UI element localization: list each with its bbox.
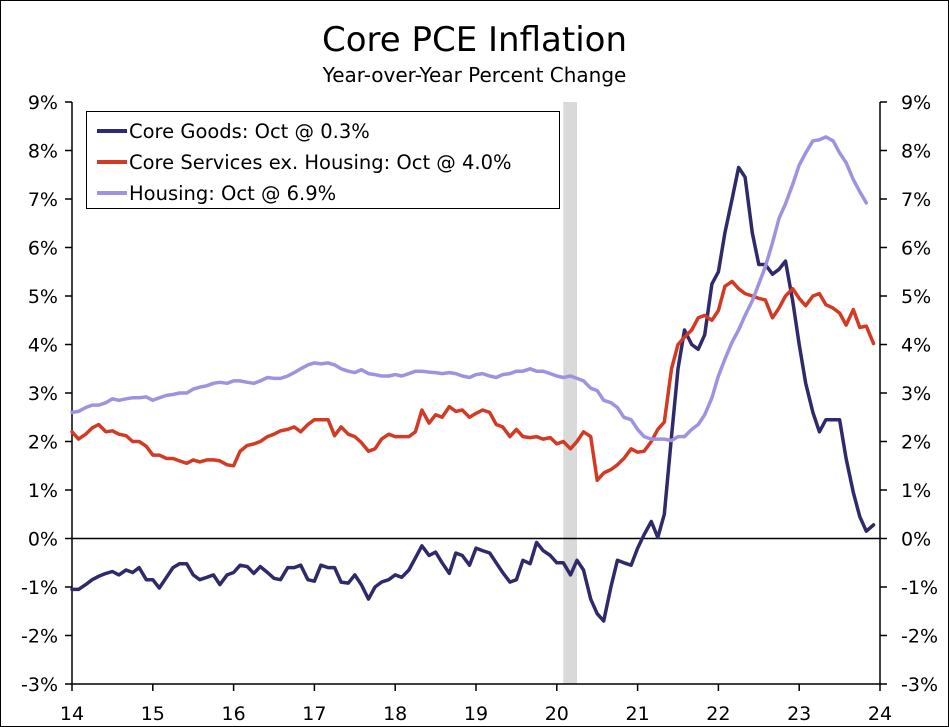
x-tick-label: 21 — [626, 703, 650, 725]
y-tick-label-right: 9% — [901, 92, 931, 114]
chart-subtitle: Year-over-Year Percent Change — [322, 63, 627, 87]
y-tick-label-right: 5% — [901, 286, 931, 308]
y-tick-label-left: 9% — [28, 92, 58, 114]
y-tick-label-right: 8% — [901, 141, 931, 163]
x-tick-label: 22 — [706, 703, 730, 725]
y-tick-label-left: 3% — [28, 383, 58, 405]
y-tick-label-right: -3% — [901, 674, 938, 696]
y-tick-label-left: 7% — [28, 189, 58, 211]
y-tick-label-right: -2% — [901, 626, 938, 648]
legend-item-housing: Housing: Oct @ 6.9% — [97, 180, 336, 206]
y-tick-label-left: 4% — [28, 335, 58, 357]
series-line-core-goods — [70, 165, 876, 623]
y-tick-label-left: 0% — [28, 529, 58, 551]
x-tick-label: 14 — [60, 703, 84, 725]
legend-label-housing: Housing: Oct @ 6.9% — [129, 181, 337, 205]
legend-swatch-core-services — [97, 160, 127, 164]
y-tick-label-right: 0% — [901, 529, 931, 551]
y-tick-label-right: 2% — [901, 432, 931, 454]
y-tick-label-left: 8% — [28, 141, 58, 163]
x-tick-label: 16 — [222, 703, 246, 725]
y-tick-label-right: 7% — [901, 189, 931, 211]
chart-title: Core PCE Inflation — [322, 20, 627, 60]
x-tick-label: 19 — [464, 703, 488, 725]
y-tick-label-left: -2% — [21, 626, 58, 648]
y-tick-label-left: 1% — [28, 480, 58, 502]
y-tick-label-left: 2% — [28, 432, 58, 454]
y-tick-label-right: -1% — [901, 577, 938, 599]
x-tick-label: 20 — [545, 703, 569, 725]
x-tick-label: 23 — [787, 703, 811, 725]
y-tick-label-left: -1% — [21, 577, 58, 599]
y-tick-label-right: 4% — [901, 335, 931, 357]
y-tick-label-right: 1% — [901, 480, 931, 502]
legend-swatch-housing — [97, 191, 127, 195]
legend-item-core-goods: Core Goods: Oct @ 0.3% — [97, 118, 370, 144]
legend-label-core-services: Core Services ex. Housing: Oct @ 4.0% — [129, 150, 512, 174]
y-tick-label-right: 6% — [901, 238, 931, 260]
x-tick-label: 18 — [383, 703, 407, 725]
legend-label-core-goods: Core Goods: Oct @ 0.3% — [129, 119, 370, 143]
legend-swatch-core-goods — [97, 129, 127, 133]
series-line-core-services — [70, 279, 876, 483]
legend: Core Goods: Oct @ 0.3% Core Services ex.… — [86, 111, 560, 209]
y-tick-label-right: 3% — [901, 383, 931, 405]
recession-shading — [563, 102, 577, 684]
x-tick-label: 15 — [141, 703, 165, 725]
y-tick-label-left: 6% — [28, 238, 58, 260]
y-tick-label-left: 5% — [28, 286, 58, 308]
y-tick-label-left: -3% — [21, 674, 58, 696]
x-tick-label: 24 — [868, 703, 892, 725]
x-tick-label: 17 — [302, 703, 326, 725]
series-line-housing — [70, 135, 869, 443]
legend-item-core-services: Core Services ex. Housing: Oct @ 4.0% — [97, 149, 512, 175]
